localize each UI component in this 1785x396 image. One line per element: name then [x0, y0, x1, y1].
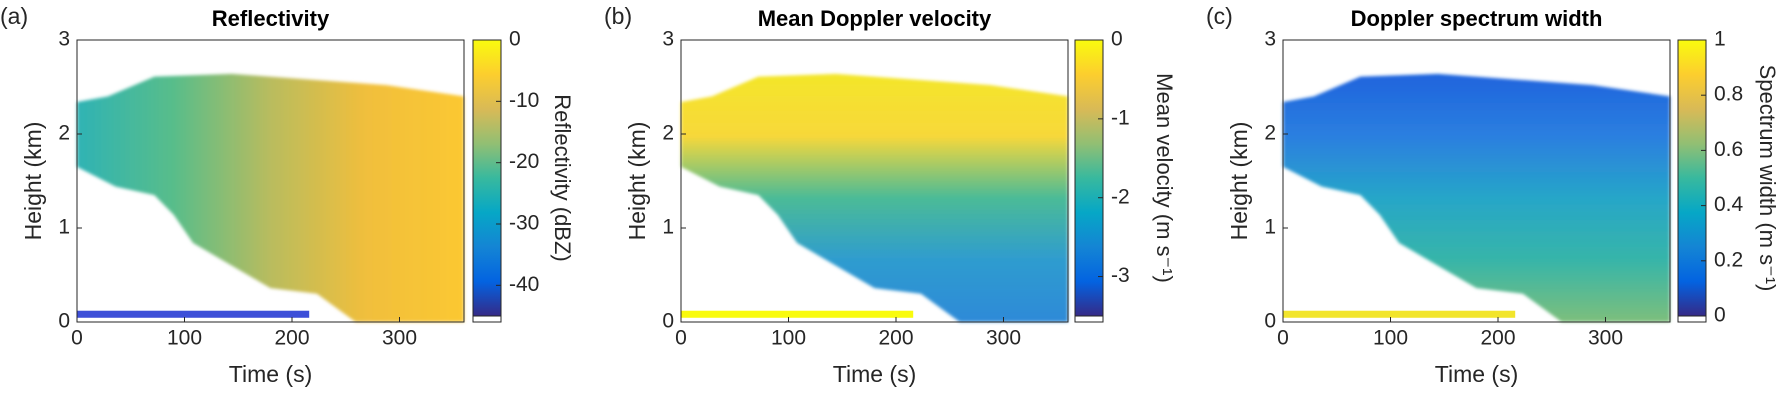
y-axis-label: Height (km) [20, 122, 46, 241]
colorbar-tick-label: 1 [1714, 28, 1726, 51]
colorbar-nan [1074, 315, 1104, 323]
heatmap-texture [1283, 73, 1670, 322]
x-tick-label: 300 [986, 327, 1021, 350]
heatmap-texture [77, 310, 310, 318]
y-tick-label: 2 [662, 122, 674, 145]
x-tick-label: 100 [771, 327, 806, 350]
y-axis-label: Height (km) [624, 122, 650, 241]
heatmap-texture [681, 73, 1068, 322]
colorbar-tick-label: -20 [509, 150, 539, 173]
colorbar-tick-label: -40 [509, 273, 539, 296]
colorbar-tick-label: -30 [509, 212, 539, 235]
colorbar [1677, 39, 1707, 317]
heatmap-texture [1283, 310, 1516, 318]
x-tick-label: 0 [675, 327, 687, 350]
x-tick-label: 200 [878, 327, 913, 350]
y-tick-label: 3 [58, 28, 70, 51]
colorbar-tick-label: -10 [509, 89, 539, 112]
x-tick-label: 0 [71, 327, 83, 350]
colorbar-nan [1677, 315, 1707, 323]
axes-box [680, 39, 1069, 323]
colorbar-label: Spectrum width (m s⁻¹) [1755, 65, 1780, 292]
colorbar-tick-label: 0 [1111, 28, 1123, 51]
y-tick-label: 0 [1264, 310, 1276, 333]
panel: 0 100 200 300 0 1 2 3 Time (s) Height (km) Reflect… [0, 3, 575, 387]
x-tick-label: 100 [167, 327, 202, 350]
y-tick-label: 2 [58, 122, 70, 145]
title: Mean Doppler velocity [758, 6, 992, 31]
colorbar-tick-label: -1 [1111, 106, 1130, 129]
y-tick-label: 1 [662, 216, 674, 239]
colorbar-nan [472, 315, 502, 323]
colorbar-tick-label: 0.4 [1714, 193, 1744, 216]
colorbar-tick-label: 0.6 [1714, 138, 1743, 161]
colorbar [1074, 39, 1104, 317]
panel-label: (a) [0, 3, 28, 29]
x-tick-label: 300 [1588, 327, 1623, 350]
panel-label: (c) [1206, 3, 1233, 29]
x-tick-label: 200 [274, 327, 309, 350]
panel-label: (b) [604, 3, 632, 29]
colorbar-tick-label: -3 [1111, 264, 1130, 287]
panel: 0 100 200 300 0 1 2 3 Time (s) Height (km) Doppler… [1206, 3, 1780, 387]
x-axis-label: Time (s) [1435, 361, 1518, 387]
colorbar-tick-label: 0 [509, 28, 521, 51]
y-tick-label: 1 [58, 216, 70, 239]
y-tick-label: 0 [662, 310, 674, 333]
title: Reflectivity [212, 6, 330, 31]
heatmap-texture [77, 73, 464, 322]
x-tick-label: 300 [382, 327, 417, 350]
colorbar-label: Reflectivity (dBZ) [550, 94, 575, 261]
x-axis-label: Time (s) [229, 361, 312, 387]
y-tick-label: 3 [1264, 28, 1276, 51]
colorbar-tick-label: 0 [1714, 304, 1726, 327]
colorbar-tick-label: 0.8 [1714, 83, 1743, 106]
axes-box [76, 39, 465, 323]
y-tick-label: 0 [58, 310, 70, 333]
y-axis-label: Height (km) [1226, 122, 1252, 241]
x-tick-label: 0 [1277, 327, 1289, 350]
panel: 0 100 200 300 0 1 2 3 Time (s) Height (km) Mean Do… [604, 3, 1177, 387]
y-tick-label: 3 [662, 28, 674, 51]
x-tick-label: 100 [1373, 327, 1408, 350]
title: Doppler spectrum width [1351, 6, 1603, 31]
x-axis-label: Time (s) [833, 361, 916, 387]
colorbar-tick-label: 0.2 [1714, 248, 1743, 271]
colorbar [472, 39, 502, 317]
heatmap-texture [681, 310, 914, 318]
axes-box [1282, 39, 1671, 323]
y-tick-label: 2 [1264, 122, 1276, 145]
x-tick-label: 200 [1480, 327, 1515, 350]
y-tick-label: 1 [1264, 216, 1276, 239]
colorbar-label: Mean velocity (m s⁻¹) [1152, 73, 1177, 283]
colorbar-tick-label: -2 [1111, 185, 1130, 208]
